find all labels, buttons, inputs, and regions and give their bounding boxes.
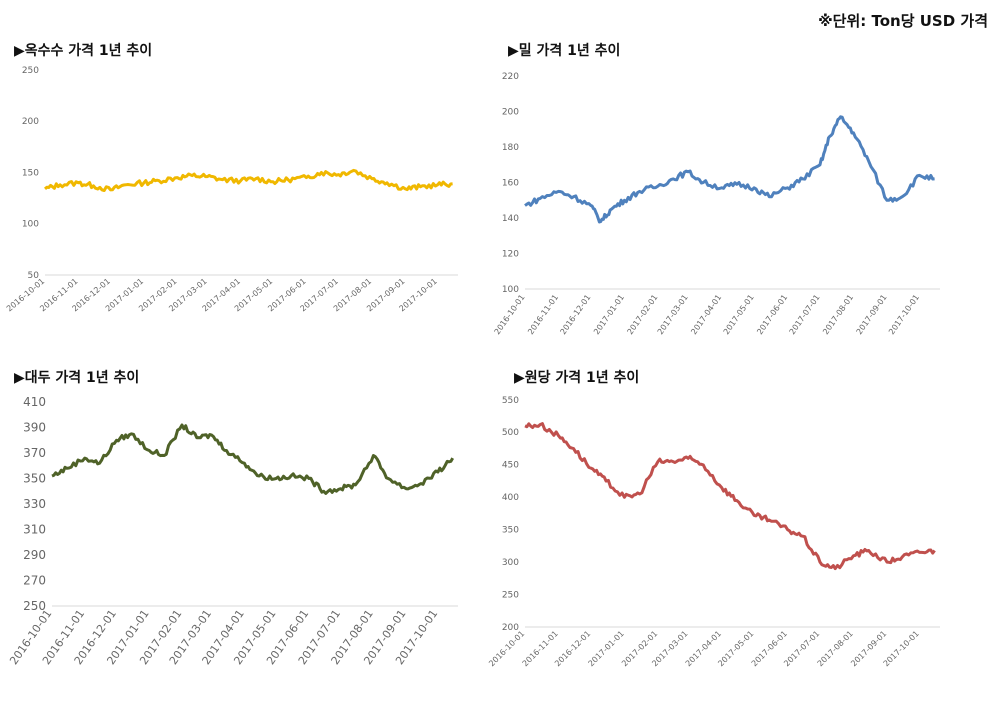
soybean-y-tick-label: 290 [23, 548, 46, 562]
sugar-y-tick-label: 500 [502, 428, 519, 438]
sugar-chart-title: ▶원당 가격 1년 추이 [514, 370, 640, 386]
sugar-y-tick-label: 550 [502, 396, 519, 406]
sugar-y-tick-label: 400 [502, 493, 519, 503]
wheat-y-tick-label: 100 [502, 285, 519, 295]
corn-y-tick-label: 100 [22, 220, 39, 230]
sugar-y-tick-label: 450 [502, 461, 519, 471]
wheat-y-tick-label: 220 [502, 72, 519, 82]
sugar-y-tick-label: 200 [502, 623, 519, 633]
corn-y-tick-label: 50 [28, 271, 40, 281]
soybean-y-tick-label: 310 [23, 522, 46, 536]
unit-note: ※단위: Ton당 USD 가격 [818, 12, 988, 30]
soybean-y-tick-label: 250 [23, 599, 46, 613]
wheat-y-tick-label: 140 [502, 214, 519, 224]
corn-y-tick-label: 150 [22, 168, 39, 178]
sugar-y-tick-label: 350 [502, 526, 519, 536]
soybean-y-tick-label: 370 [23, 446, 46, 460]
wheat-y-tick-label: 180 [502, 143, 519, 153]
corn-y-tick-label: 250 [22, 66, 39, 76]
corn-price-line [43, 168, 453, 192]
sugar-price-line [524, 422, 936, 571]
wheat-price-line [524, 115, 935, 224]
soybean-y-tick-label: 390 [23, 420, 46, 434]
corn-y-tick-label: 200 [22, 117, 39, 127]
soybean-y-tick-label: 410 [23, 395, 46, 409]
soybean-chart-title: ▶대두 가격 1년 추이 [14, 370, 140, 386]
wheat-chart-title: ▶밀 가격 1년 추이 [508, 43, 621, 59]
wheat-y-tick-label: 200 [502, 107, 519, 117]
soybean-price-line [51, 423, 455, 495]
corn-chart-title: ▶옥수수 가격 1년 추이 [14, 43, 153, 59]
wheat-y-tick-label: 120 [502, 249, 519, 259]
soybean-y-tick-label: 270 [23, 573, 46, 587]
wheat-y-tick-label: 160 [502, 178, 519, 188]
sugar-y-tick-label: 300 [502, 558, 519, 568]
sugar-y-tick-label: 250 [502, 590, 519, 600]
soybean-y-tick-label: 350 [23, 471, 46, 485]
soybean-y-tick-label: 330 [23, 497, 46, 511]
